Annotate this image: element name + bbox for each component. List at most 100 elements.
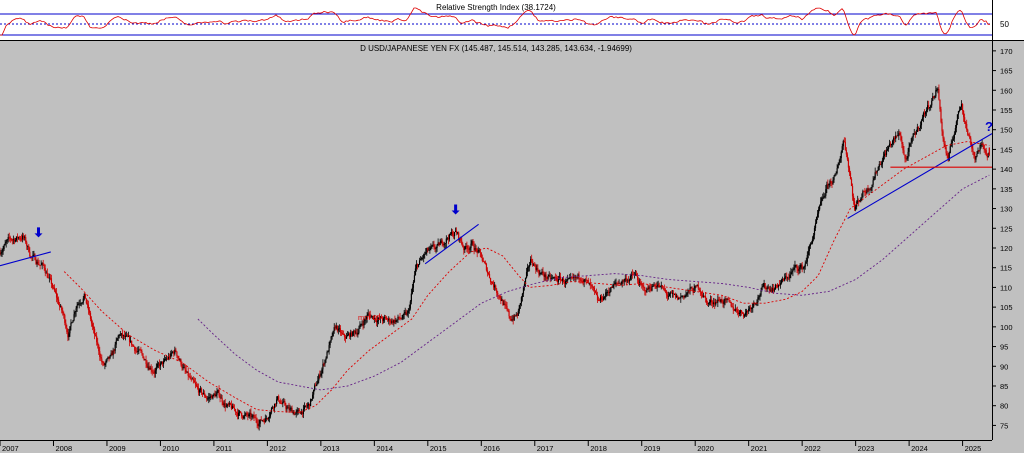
candle-body [567, 279, 569, 281]
candle-body [648, 286, 650, 289]
candle-body [642, 285, 644, 287]
candle-body [735, 308, 737, 310]
candle-body [725, 298, 727, 300]
candle-body [282, 401, 284, 404]
candle-body [529, 264, 531, 267]
candle-body [458, 232, 460, 239]
candle-body [348, 333, 350, 335]
candle-body [190, 378, 192, 380]
candle-body [150, 367, 152, 371]
candle-body [595, 292, 598, 295]
candle-body [512, 319, 514, 321]
candle-body [396, 319, 398, 321]
candle-body [538, 270, 540, 275]
candle-body [337, 328, 339, 331]
candle-body [428, 250, 430, 251]
candle-body [80, 303, 82, 305]
candle-body [65, 322, 67, 328]
candle-body [483, 261, 485, 263]
candle-body [956, 114, 959, 122]
candle-body [525, 271, 528, 278]
candle-body [161, 361, 164, 364]
candle-body [708, 302, 711, 304]
candle-body [148, 366, 150, 370]
candle-body [412, 281, 415, 288]
candle-body [426, 248, 428, 253]
candle-body [407, 310, 409, 314]
y-tick-label: 115 [1000, 264, 1012, 273]
candle-body [389, 318, 391, 322]
candle-body [920, 120, 923, 126]
candle-body [694, 285, 696, 289]
candle-body [350, 332, 352, 337]
candle-body [128, 336, 131, 342]
candle-body [376, 320, 379, 323]
candle-body [515, 314, 517, 316]
candle-body [255, 417, 257, 421]
candle-body [514, 315, 516, 317]
candle-body [801, 264, 803, 269]
candle-body [980, 145, 982, 146]
candle-body [28, 245, 30, 252]
candle-body [679, 297, 681, 299]
candle-body [862, 191, 864, 198]
x-tick-label: 2019 [644, 444, 661, 453]
candle-body [879, 164, 881, 165]
candle-body [659, 286, 661, 287]
candle-body [669, 292, 672, 294]
candle-body [753, 303, 755, 304]
candle-body [224, 403, 226, 407]
candle-body [172, 351, 174, 353]
candle-body [216, 392, 218, 395]
y-tick-label: 155 [1000, 106, 1013, 115]
candle-body [309, 399, 312, 407]
candle-body [66, 327, 68, 333]
candle-body [656, 285, 658, 288]
candle-body [542, 271, 544, 274]
candle-body [56, 297, 59, 300]
candle-body [583, 279, 585, 283]
candle-body [552, 277, 554, 279]
candle-body [588, 283, 590, 284]
candle-body [205, 395, 207, 398]
candle-body [286, 408, 288, 410]
candle-body [242, 416, 244, 419]
candle-body [931, 100, 933, 106]
candle-body [954, 128, 956, 134]
candle-body [258, 423, 260, 427]
y-tick-label: 105 [1000, 303, 1013, 312]
candle-body [368, 313, 370, 315]
candle-body [86, 303, 89, 305]
candle-body [622, 280, 624, 282]
candle-body [891, 144, 893, 146]
candle-body [296, 410, 298, 412]
candle-body [299, 411, 301, 414]
candle-body [38, 264, 40, 265]
candle-body [260, 419, 262, 421]
candle-body [24, 237, 26, 238]
candle-body [961, 104, 964, 111]
candle-body [505, 304, 507, 306]
candle-body [104, 363, 106, 365]
candle-body [785, 276, 787, 278]
candle-body [858, 200, 860, 202]
candle-body [61, 306, 63, 311]
candle-body [947, 155, 949, 161]
candle-body [895, 135, 897, 139]
candle-body [737, 312, 739, 315]
candle-body [132, 344, 134, 346]
candle-body [272, 407, 275, 409]
candle-body [398, 316, 400, 318]
candle-body [719, 299, 721, 302]
candle-body [342, 334, 345, 335]
candle-body [240, 411, 242, 413]
candle-body [859, 200, 861, 202]
candle-body [359, 324, 361, 329]
candle-body [883, 153, 886, 157]
candle-body [133, 345, 135, 347]
candle-body [537, 268, 539, 271]
candle-body [184, 367, 186, 370]
candle-body [640, 282, 642, 284]
candle-body [418, 260, 421, 265]
candle-body [952, 138, 954, 141]
